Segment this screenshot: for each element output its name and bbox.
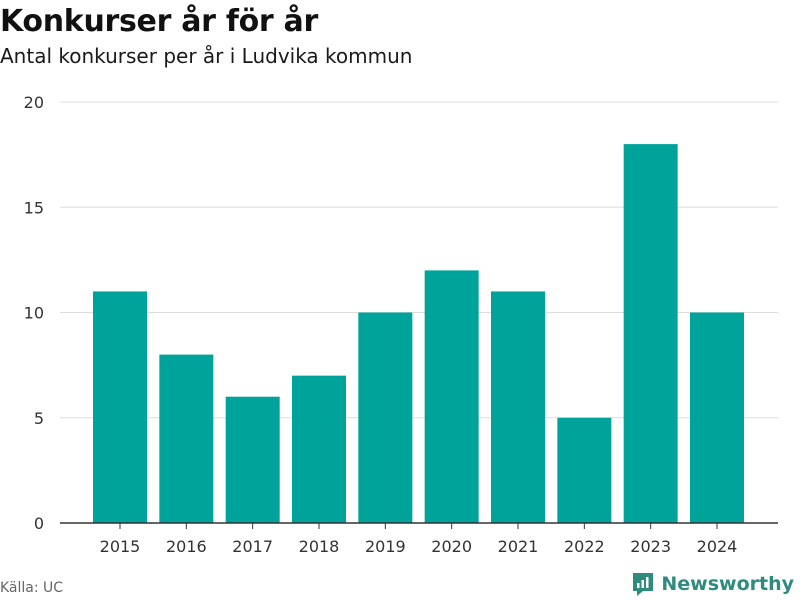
x-tick-label: 2019	[365, 537, 406, 556]
y-tick-label: 10	[24, 304, 44, 323]
newsworthy-logo-text: Newsworthy	[661, 573, 794, 595]
bar	[424, 270, 479, 523]
x-tick-label: 2017	[232, 537, 273, 556]
x-tick-label: 2020	[431, 537, 472, 556]
bar	[557, 417, 612, 523]
newsworthy-logo-icon	[633, 573, 654, 596]
bar	[491, 291, 545, 523]
x-tick-label: 2016	[166, 537, 207, 556]
bar	[690, 312, 744, 523]
y-tick-label: 15	[24, 198, 44, 217]
x-tick-label: 2023	[630, 537, 671, 556]
bar	[225, 396, 280, 523]
x-tick-label: 2022	[564, 537, 605, 556]
x-tick-label: 2015	[100, 537, 141, 556]
bar	[358, 312, 413, 523]
x-tick-label: 2021	[498, 537, 539, 556]
chart-title: Konkurser år för år	[0, 4, 318, 39]
x-tick-label: 2018	[299, 537, 340, 556]
bar	[159, 354, 214, 523]
bar	[292, 375, 346, 523]
source-note: Källa: UC	[0, 580, 64, 596]
bar	[623, 144, 678, 523]
y-tick-label: 5	[34, 409, 44, 428]
bar	[93, 291, 147, 523]
y-tick-label: 20	[24, 93, 44, 112]
chart-subtitle: Antal konkurser per år i Ludvika kommun	[0, 44, 413, 68]
y-tick-label: 0	[34, 514, 44, 533]
x-tick-label: 2024	[697, 537, 738, 556]
newsworthy-logo: Newsworthy	[631, 568, 794, 600]
